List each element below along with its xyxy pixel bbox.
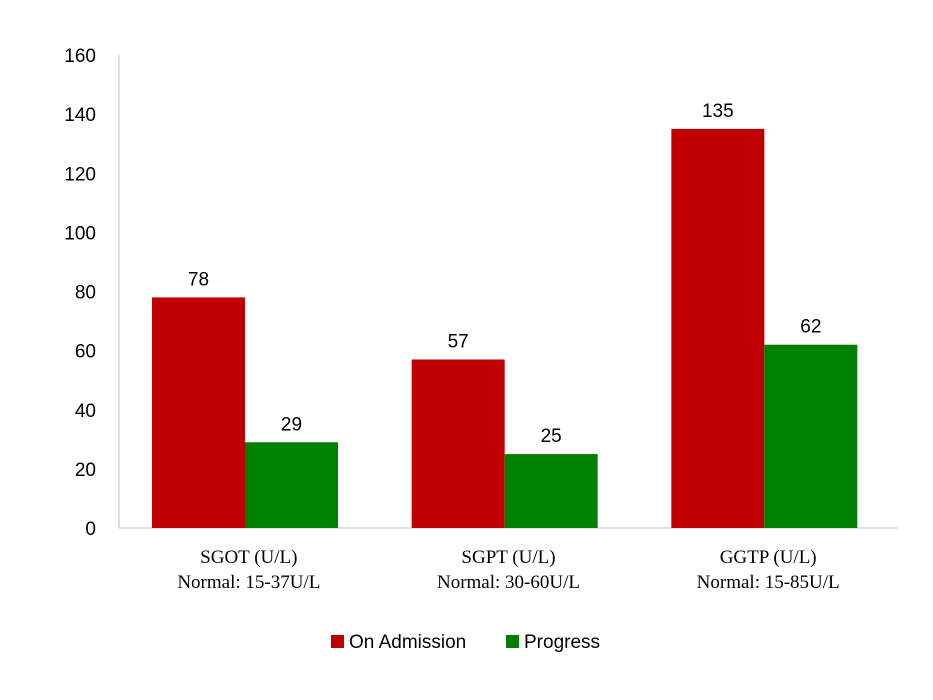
category-normal-range: Normal: 15-85U/L: [697, 572, 840, 593]
legend-swatch: [506, 635, 519, 648]
category-normal-range: Normal: 30-60U/L: [437, 572, 580, 593]
bar-on-admission: [152, 297, 245, 528]
data-label: 78: [188, 269, 209, 290]
y-tick-label: 160: [64, 46, 96, 67]
category-label: SGOT (U/L): [200, 547, 297, 568]
legend-label: Progress: [524, 632, 600, 653]
legend-swatch: [331, 635, 344, 648]
category-normal-range: Normal: 15-37U/L: [177, 572, 320, 593]
data-label: 62: [800, 317, 821, 338]
bars-group: [152, 128, 858, 528]
category-label: GGTP (U/L): [720, 547, 817, 568]
data-label: 57: [448, 331, 469, 352]
y-tick-label: 40: [75, 401, 96, 422]
y-tick-label: 80: [75, 283, 96, 304]
data-labels-group: 78 29 57 25 135 62: [188, 101, 821, 447]
bar-progress: [504, 454, 598, 528]
category-label: SGPT (U/L): [461, 547, 555, 568]
legend-label: On Admission: [349, 632, 466, 653]
y-axis-ticks: 0 20 40 60 80 100 120 140 160: [64, 46, 96, 540]
data-label: 135: [702, 101, 734, 122]
legend: On Admission Progress: [331, 632, 600, 653]
y-tick-label: 120: [64, 164, 96, 185]
y-tick-label: 140: [64, 105, 96, 126]
data-label: 25: [541, 426, 562, 447]
bar-on-admission: [671, 128, 765, 528]
category-labels-group: SGOT (U/L) Normal: 15-37U/L SGPT (U/L) Norm…: [177, 547, 839, 593]
bar-progress: [764, 344, 858, 528]
bar-progress: [245, 442, 338, 528]
data-label: 29: [281, 414, 302, 435]
y-tick-label: 0: [85, 519, 96, 540]
bar-on-admission: [411, 359, 505, 528]
y-tick-label: 100: [64, 223, 96, 244]
y-tick-label: 20: [75, 460, 96, 481]
y-tick-label: 60: [75, 342, 96, 363]
